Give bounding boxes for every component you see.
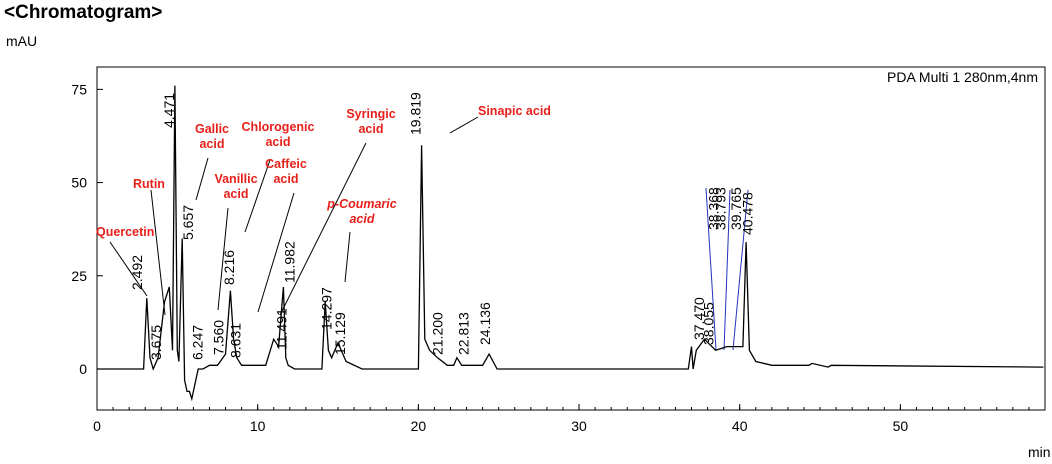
compound-label: Rutin xyxy=(133,177,165,191)
peak-label: 19.819 xyxy=(407,92,423,135)
y-tick-label: 0 xyxy=(79,361,87,377)
peak-label: 8.631 xyxy=(228,323,244,358)
plot-frame xyxy=(96,66,1046,411)
x-tick-label: 40 xyxy=(732,418,748,434)
peak-label: 8.216 xyxy=(221,250,237,285)
compound-label: Syringic acid xyxy=(346,107,396,136)
peak-label: 40.478 xyxy=(739,192,755,235)
peak-label: 21.200 xyxy=(430,312,446,355)
peak-label: 38.793 xyxy=(712,187,728,230)
compound-label: p-Coumaric acid xyxy=(327,197,397,226)
peak-label: 39.765 xyxy=(728,187,744,230)
compound-label: Caffeic acid xyxy=(265,157,307,186)
peak-label: 11.982 xyxy=(282,241,298,283)
peak-label: 15.129 xyxy=(332,312,348,355)
compound-label: Chlorogenic acid xyxy=(241,120,315,149)
peak-label: 22.813 xyxy=(456,312,472,355)
peak-label: 6.247 xyxy=(189,325,205,360)
y-tick-label: 50 xyxy=(71,175,87,191)
compound-label: Sinapic acid xyxy=(478,104,551,118)
compound-label: Gallic acid xyxy=(194,122,230,151)
x-tick-label: 30 xyxy=(571,418,587,434)
x-tick-label: 10 xyxy=(250,418,266,434)
trace xyxy=(97,85,1044,402)
peak-label: 5.657 xyxy=(180,205,196,240)
legend-label: PDA Multi 1 280nm,4nm xyxy=(887,69,1038,85)
peak-label: 14.297 xyxy=(319,287,335,330)
x-axis-label: min xyxy=(1028,444,1051,460)
y-tick-label: 75 xyxy=(71,81,87,97)
x-tick-label: 50 xyxy=(893,418,909,434)
peak-label: 2.492 xyxy=(129,255,145,290)
x-tick-label: 0 xyxy=(93,418,101,434)
peak-label: 3.675 xyxy=(148,325,164,360)
peak-label: 38.368 xyxy=(705,187,721,230)
peak-label: 4.471 xyxy=(161,93,177,128)
x-tick-label: 20 xyxy=(411,418,427,434)
peak-label: 37.470 xyxy=(691,297,707,340)
peak-label: 11.491 xyxy=(274,308,290,350)
peak-label: 38.055 xyxy=(700,302,716,345)
peak-label: 7.560 xyxy=(210,320,226,355)
compound-label: Quercetin xyxy=(96,225,155,239)
y-tick-label: 25 xyxy=(71,268,87,284)
pointer-lines xyxy=(109,116,749,351)
compound-label: Vanillic acid xyxy=(214,172,258,201)
y-axis-label: mAU xyxy=(6,33,38,49)
peak-label: 24.136 xyxy=(477,302,493,345)
title: <Chromatogram> xyxy=(4,2,163,23)
